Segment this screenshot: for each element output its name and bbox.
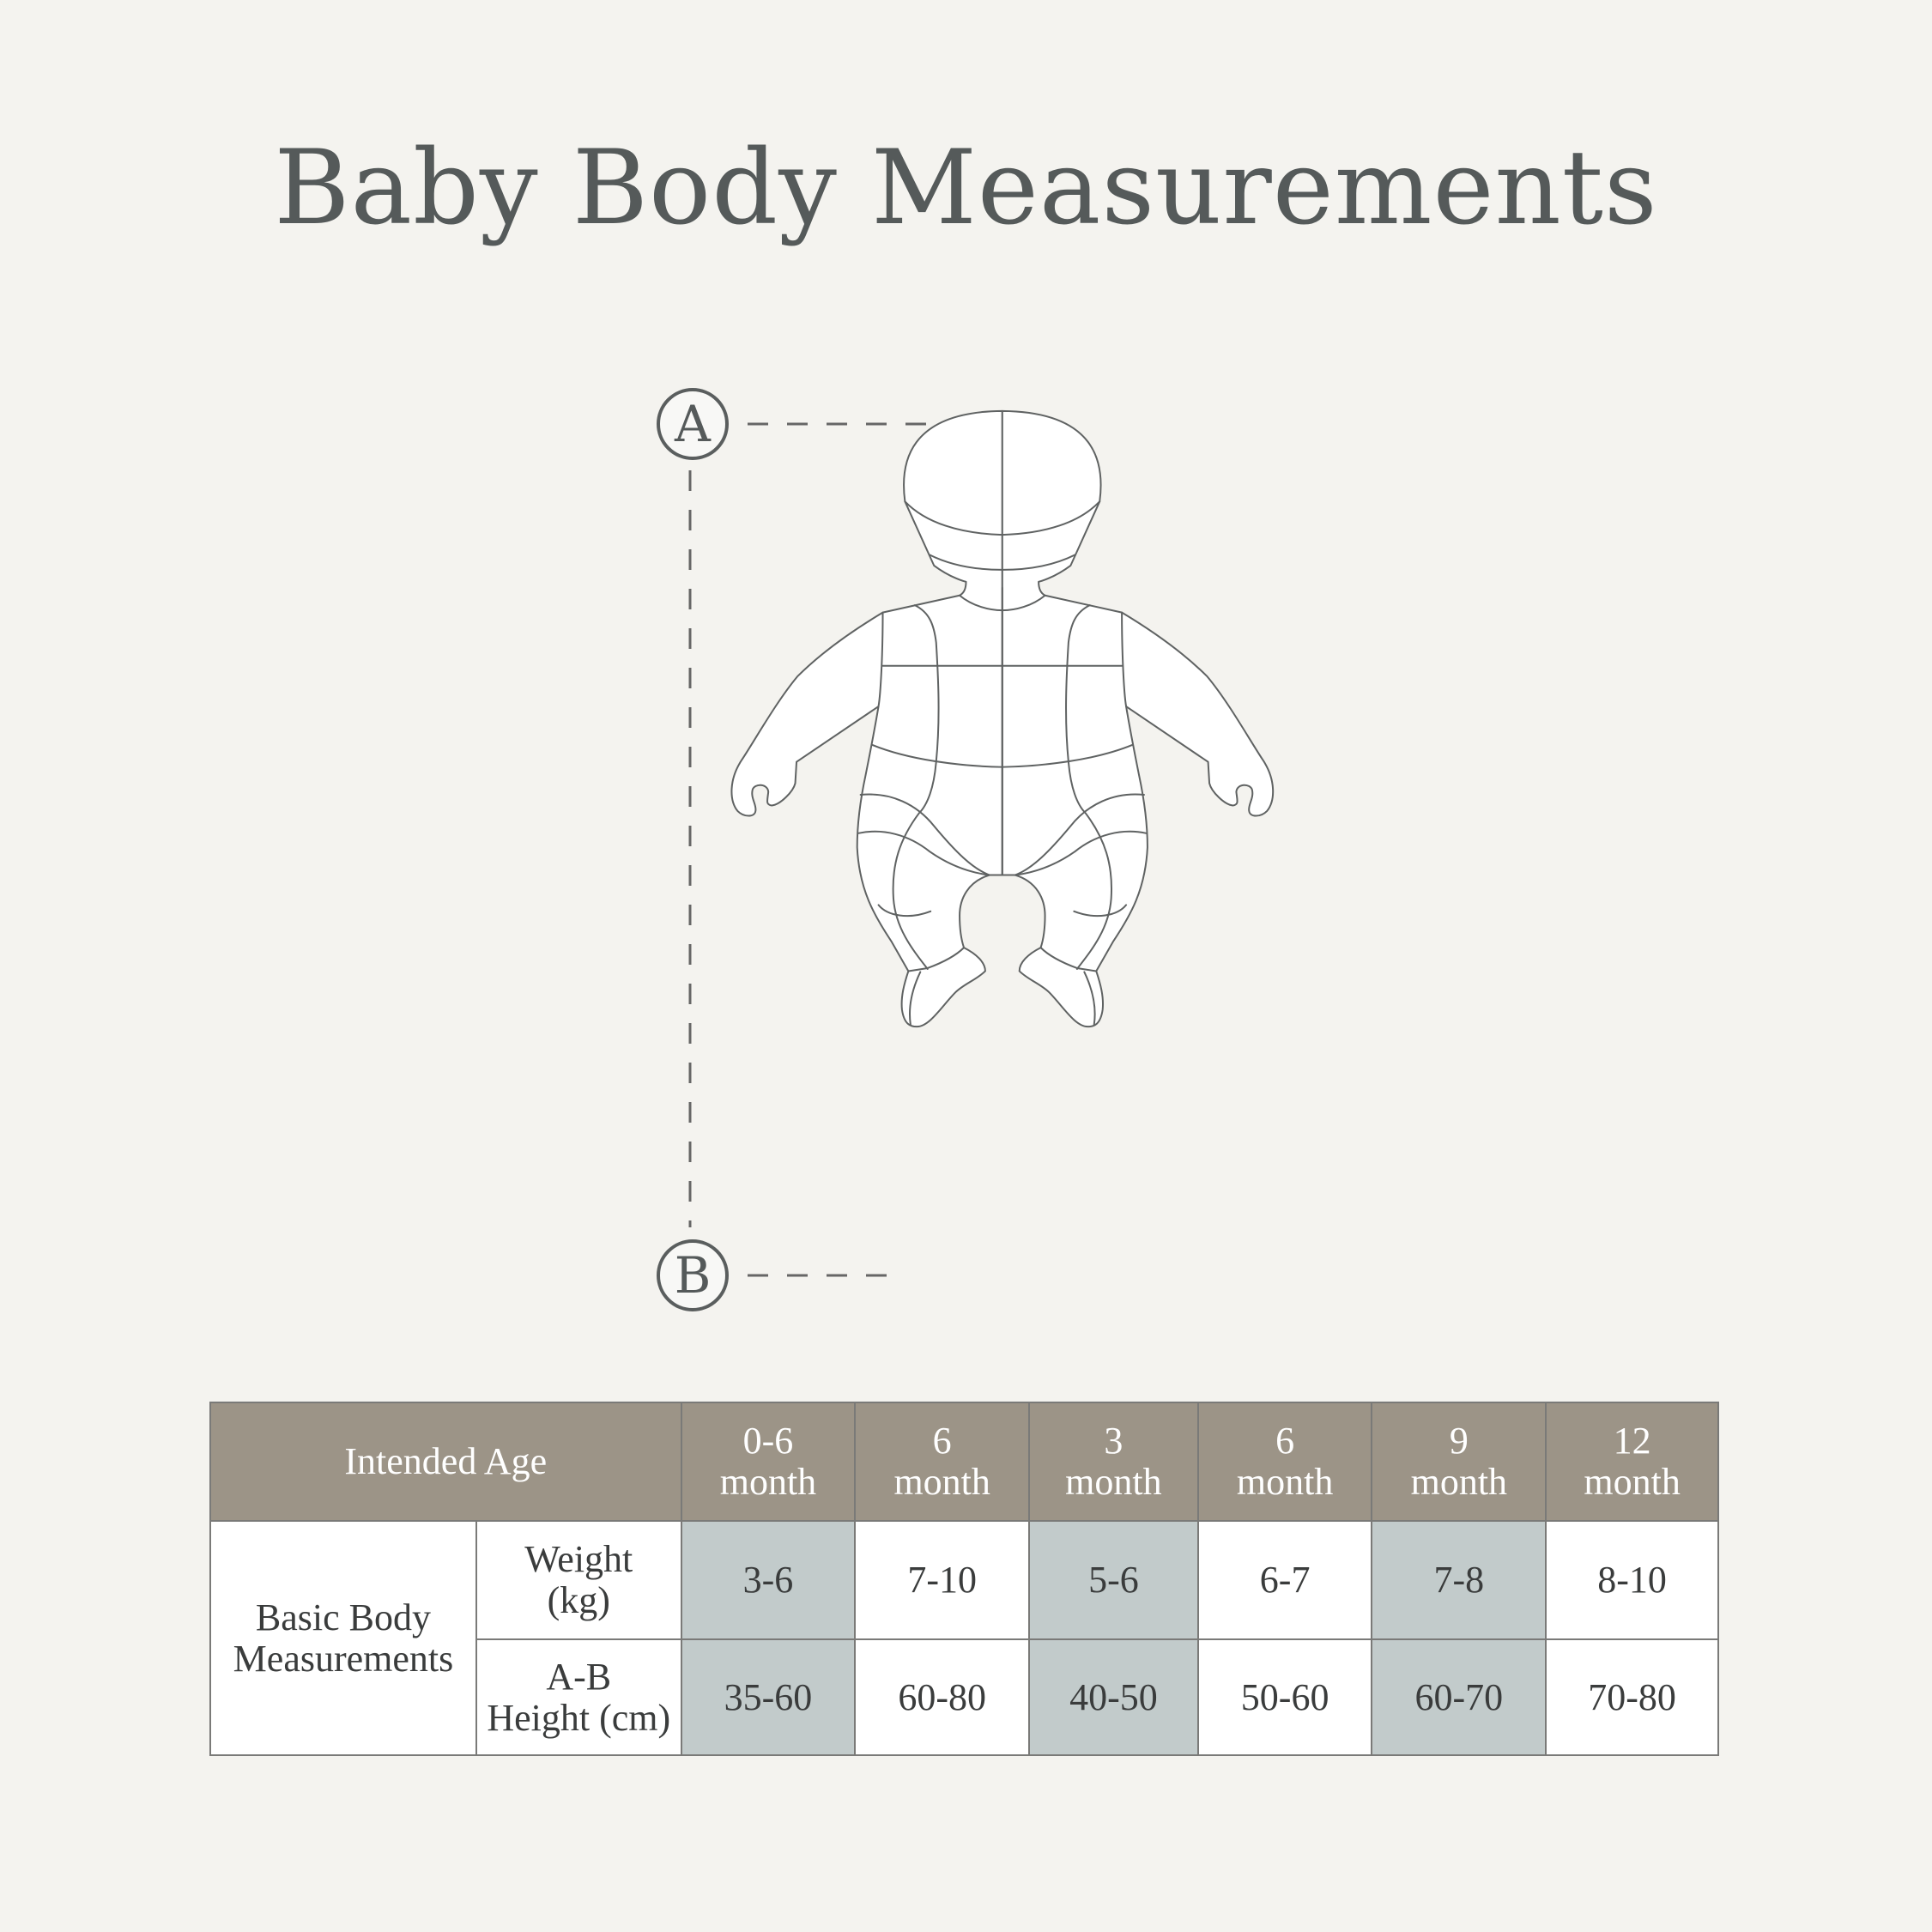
table-cell: 60-70 [1371,1638,1547,1756]
age-header: 6 month [1196,1402,1373,1522]
row-label: A-B Height (cm) [475,1638,682,1756]
age-header: 9 month [1371,1402,1547,1522]
table-cell: 7-10 [854,1520,1031,1640]
marker-a: A [657,388,729,460]
page-title: Baby Body Measurements [274,129,1658,248]
age-value: 3 [1104,1420,1123,1462]
age-value: 0-6 [742,1420,794,1462]
age-unit: month [1584,1461,1681,1503]
table-cell: 40-50 [1028,1638,1199,1756]
table-cell: 8-10 [1545,1520,1719,1640]
row-label-line: Weight [524,1538,633,1580]
table-row-height: A-B Height (cm) 35-60 60-80 40-50 50-60 6… [210,1638,1719,1756]
row-label-line: A-B [546,1655,612,1698]
row-label-unit: Height (cm) [487,1696,671,1739]
table-cell: 35-60 [680,1638,857,1756]
baby-half-left [730,409,1003,1028]
age-value: 12 [1613,1420,1651,1462]
table-header-row: Intended Age 0-6 month 6 month 3 month 6 mon… [209,1402,1719,1522]
row-label-unit: (kg) [547,1579,610,1621]
table-row-weight: Basic Body Measurements Weight (kg) 3-6 7… [209,1520,1719,1756]
age-header: 3 month [1028,1402,1199,1522]
table-cell: 50-60 [1196,1638,1373,1756]
age-value: 9 [1449,1420,1469,1462]
size-table: Intended Age 0-6 month 6 month 3 month 6 mon… [209,1402,1719,1756]
age-header: 0-6 month [680,1402,857,1522]
baby-body-illustration [730,409,1275,1028]
table-cell: 60-80 [854,1638,1031,1756]
table-cell: 7-8 [1371,1520,1547,1640]
height-guide-lines [688,422,942,1277]
age-header: 12 month [1545,1402,1719,1522]
age-header: 6 month [854,1402,1031,1522]
table-cell: 5-6 [1028,1520,1199,1640]
age-value: 6 [932,1420,952,1462]
marker-b: B [657,1239,729,1311]
age-unit: month [1236,1461,1334,1503]
age-value: 6 [1275,1420,1295,1462]
table-cell: 6-7 [1196,1520,1373,1640]
baby-half-right [1001,409,1275,1028]
table-cell: 70-80 [1545,1638,1719,1756]
group-label: Basic Body Measurements [209,1520,477,1756]
age-unit: month [719,1461,817,1503]
table-cell: 3-6 [680,1520,857,1640]
row-label: Weight (kg) [475,1520,682,1640]
age-unit: month [1065,1461,1162,1503]
age-unit: month [893,1461,990,1503]
intended-age-header: Intended Age [209,1402,682,1522]
age-unit: month [1410,1461,1508,1503]
